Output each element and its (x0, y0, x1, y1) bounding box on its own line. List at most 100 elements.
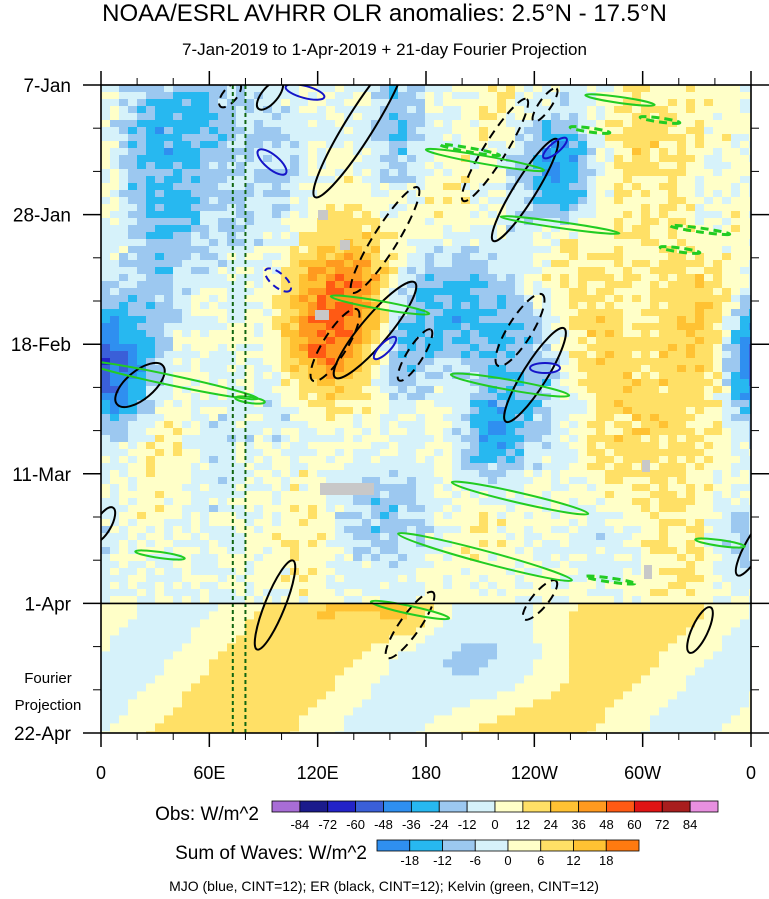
field-cell (614, 141, 624, 149)
field-cell (434, 260, 444, 268)
field-cell (560, 519, 570, 527)
field-cell (443, 302, 453, 310)
field-cell (605, 372, 615, 380)
field-cell (578, 372, 588, 380)
field-cell (497, 211, 507, 219)
field-cell (488, 456, 498, 464)
field-cell (596, 519, 606, 527)
field-cell (461, 470, 471, 478)
field-cell (263, 337, 273, 345)
field-cell (389, 526, 399, 534)
field-cell (587, 190, 597, 198)
field-cell (560, 267, 570, 275)
field-cell (236, 134, 246, 142)
field-cell (146, 379, 156, 387)
field-cell (542, 281, 552, 289)
field-cell (362, 92, 372, 100)
field-cell (380, 218, 390, 226)
field-cell (524, 309, 534, 317)
field-cell (461, 435, 471, 443)
field-cell (443, 428, 453, 436)
field-cell (659, 484, 669, 492)
field-cell (425, 267, 435, 275)
field-cell (686, 428, 696, 436)
field-cell (182, 155, 192, 163)
field-cell (578, 92, 588, 100)
field-cell (533, 337, 543, 345)
field-cell (227, 260, 237, 268)
field-cell (596, 379, 606, 387)
field-cell (137, 309, 147, 317)
field-cell (740, 491, 750, 499)
field-cell (749, 365, 751, 373)
field-cell (461, 540, 471, 548)
field-cell (218, 302, 228, 310)
field-cell (677, 120, 687, 128)
field-cell (443, 358, 453, 366)
field-cell (740, 106, 750, 114)
field-cell (398, 162, 408, 170)
field-cell (434, 302, 444, 310)
field-cell (569, 92, 579, 100)
field-cell (641, 239, 651, 247)
field-cell (506, 288, 516, 296)
field-cell (398, 337, 408, 345)
field-cell (461, 225, 471, 233)
field-cell (128, 470, 138, 478)
field-cell (380, 512, 390, 520)
field-cell (488, 379, 498, 387)
field-cell (191, 323, 201, 331)
field-cell (569, 400, 579, 408)
field-cell (362, 414, 372, 422)
field-cell (479, 456, 489, 464)
field-cell (344, 218, 354, 226)
field-cell (443, 379, 453, 387)
field-cell (290, 316, 300, 324)
field-cell (497, 526, 507, 534)
field-cell (740, 358, 750, 366)
field-cell (695, 400, 705, 408)
field-cell (272, 400, 282, 408)
field-cell (353, 540, 363, 548)
field-cell (452, 232, 462, 240)
field-cell (344, 519, 354, 527)
field-cell (308, 449, 318, 457)
field-cell (371, 127, 381, 135)
field-cell (146, 351, 156, 359)
field-cell (416, 372, 426, 380)
field-cell (434, 330, 444, 338)
field-cell (650, 260, 660, 268)
field-cell (605, 267, 615, 275)
field-cell (119, 85, 129, 93)
field-cell (587, 547, 597, 555)
field-cell (326, 309, 336, 317)
field-cell (200, 134, 210, 142)
field-cell (173, 407, 183, 415)
field-cell (578, 190, 588, 198)
field-cell (398, 127, 408, 135)
field-cell (614, 435, 624, 443)
field-cell (452, 218, 462, 226)
field-cell (407, 337, 417, 345)
field-cell (101, 330, 111, 338)
field-cell (101, 547, 111, 555)
field-cell (578, 148, 588, 156)
field-cell (650, 470, 660, 478)
field-cell (254, 491, 264, 499)
field-cell (263, 232, 273, 240)
field-cell (614, 274, 624, 282)
field-cell (263, 407, 273, 415)
field-cell (182, 211, 192, 219)
field-cell (146, 414, 156, 422)
field-cell (155, 526, 165, 534)
field-cell (434, 456, 444, 464)
field-cell (749, 274, 751, 282)
field-cell (101, 253, 111, 261)
field-cell (641, 162, 651, 170)
field-cell (533, 477, 543, 485)
field-cell (515, 316, 525, 324)
field-cell (722, 239, 732, 247)
field-cell (326, 316, 336, 324)
field-cell (722, 148, 732, 156)
field-cell (308, 281, 318, 289)
